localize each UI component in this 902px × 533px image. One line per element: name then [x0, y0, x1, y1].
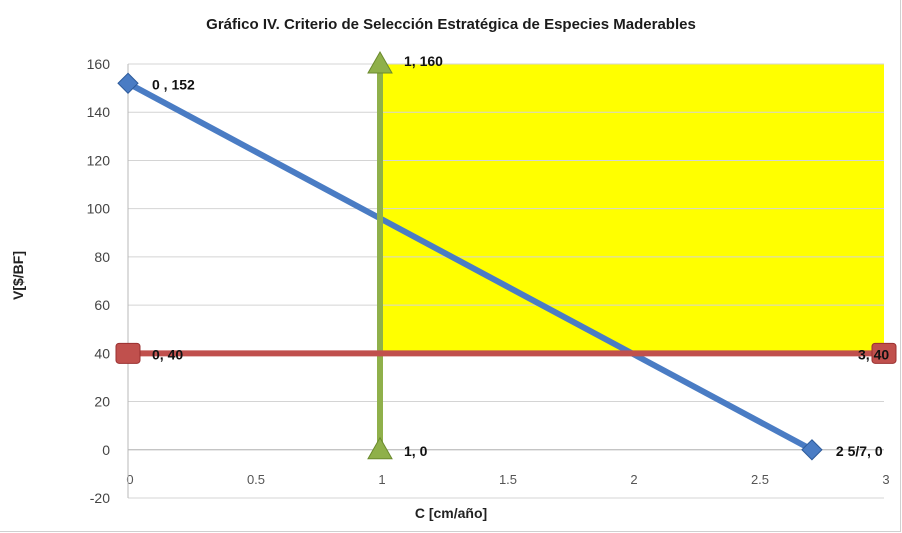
y-tick-label: 60: [94, 297, 110, 313]
data-label: 0 , 152: [152, 76, 195, 92]
y-tick-label: 40: [94, 345, 110, 361]
series-line-diamond: [126, 80, 814, 453]
x-tick-label: 3: [882, 472, 889, 487]
y-tick-label: 100: [87, 201, 111, 217]
y-tick-label: 160: [87, 56, 111, 72]
y-tick-label: 20: [94, 394, 110, 410]
data-label: 2 5/7, 0: [836, 443, 883, 459]
triangle-marker: [367, 50, 393, 74]
x-tick-label: 1: [378, 472, 385, 487]
y-tick-label: 140: [87, 104, 111, 120]
diamond-marker: [801, 439, 823, 461]
triangle-marker: [367, 436, 393, 460]
x-tick-label: 1.5: [499, 472, 517, 487]
x-axis-label: C [cm/año]: [414, 505, 488, 521]
chart-title: Gráfico IV. Criterio de Selección Estrat…: [206, 16, 696, 33]
data-label: 1, 160: [404, 53, 443, 69]
x-tick-label: 2: [630, 472, 637, 487]
diamond-marker: [117, 72, 139, 94]
square-marker: [115, 342, 141, 364]
y-tick-label: 0: [102, 442, 110, 458]
square-marker: [871, 342, 897, 364]
data-label: 3, 40: [858, 346, 889, 362]
data-label: 1, 0: [404, 443, 428, 459]
x-tick-label: 0.5: [247, 472, 265, 487]
data-label: 0, 40: [152, 346, 183, 362]
y-tick-label: 120: [87, 152, 111, 168]
y-tick-label: -20: [90, 490, 110, 506]
x-tick-label: 0: [126, 472, 133, 487]
x-tick-label: 2.5: [751, 472, 769, 487]
y-tick-label: 80: [94, 249, 110, 265]
